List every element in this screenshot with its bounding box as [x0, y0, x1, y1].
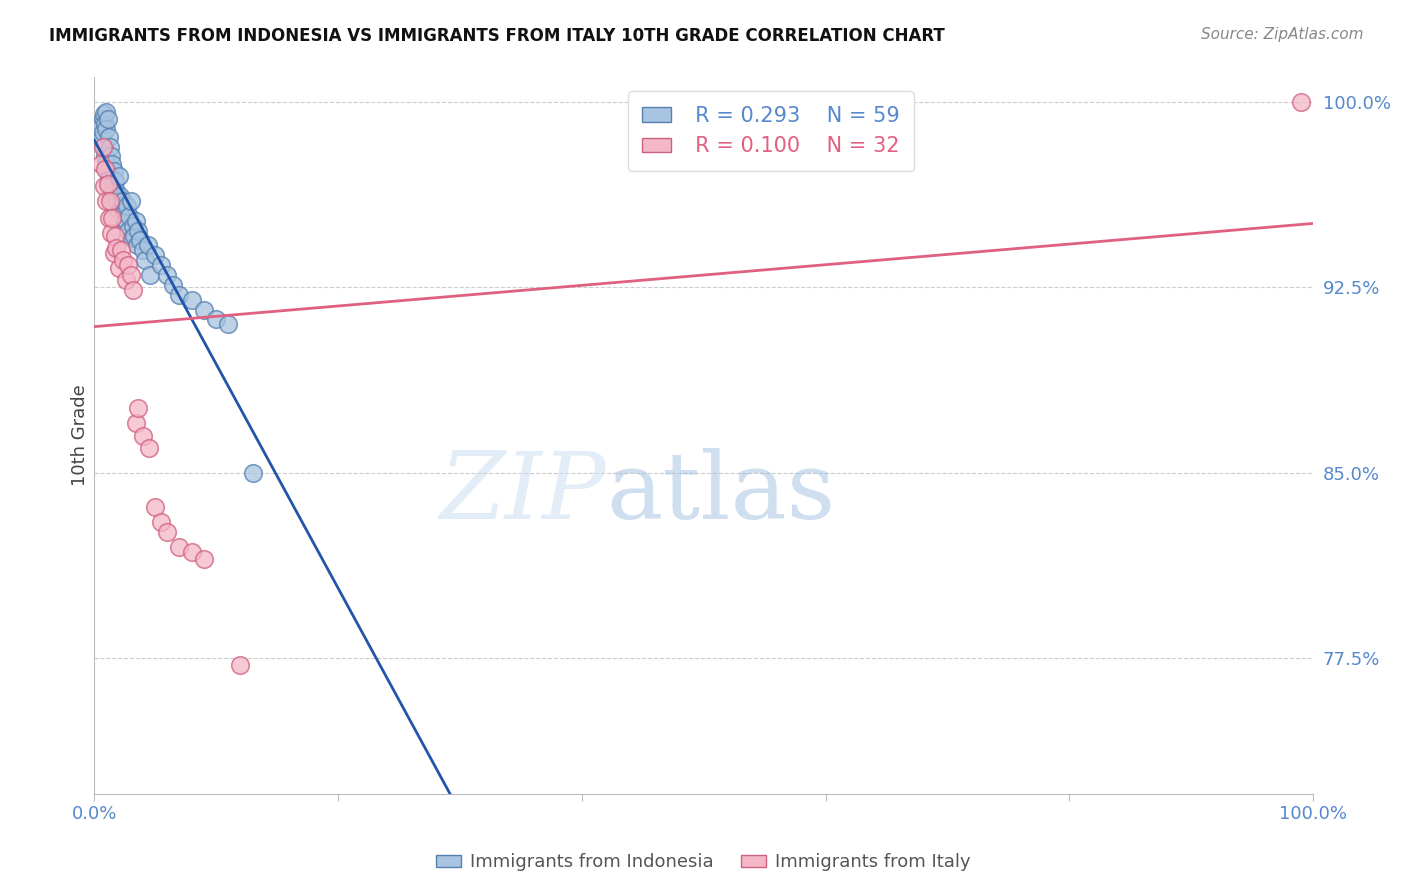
Point	[120, 268, 142, 282]
Point	[101, 211, 124, 226]
Point	[107, 203, 129, 218]
Point	[125, 238, 148, 252]
Point	[114, 273, 136, 287]
Point	[127, 401, 149, 416]
Point	[115, 199, 138, 213]
Legend:   R = 0.293    N = 59,   R = 0.100    N = 32: R = 0.293 N = 59, R = 0.100 N = 32	[627, 92, 914, 171]
Point	[97, 171, 120, 186]
Point	[96, 157, 118, 171]
Point	[90, 132, 112, 146]
Point	[134, 253, 156, 268]
Point	[124, 228, 146, 243]
Point	[193, 552, 215, 566]
Point	[98, 194, 121, 208]
Point	[100, 149, 122, 163]
Point	[132, 428, 155, 442]
Point	[129, 234, 152, 248]
Text: IMMIGRANTS FROM INDONESIA VS IMMIGRANTS FROM ITALY 10TH GRADE CORRELATION CHART: IMMIGRANTS FROM INDONESIA VS IMMIGRANTS …	[49, 27, 945, 45]
Point	[180, 544, 202, 558]
Point	[162, 277, 184, 292]
Point	[143, 500, 166, 515]
Point	[91, 125, 114, 139]
Point	[205, 312, 228, 326]
Point	[103, 199, 125, 213]
Point	[114, 203, 136, 218]
Point	[132, 244, 155, 258]
Point	[114, 213, 136, 227]
Point	[111, 211, 134, 226]
Point	[143, 248, 166, 262]
Point	[103, 245, 125, 260]
Point	[105, 184, 128, 198]
Point	[122, 283, 145, 297]
Point	[94, 149, 117, 163]
Point	[229, 658, 252, 673]
Point	[96, 164, 118, 178]
Point	[117, 258, 139, 272]
Point	[169, 287, 191, 301]
Point	[150, 515, 173, 529]
Point	[127, 223, 149, 237]
Point	[105, 241, 128, 255]
Point	[136, 238, 159, 252]
Point	[96, 177, 118, 191]
Legend: Immigrants from Indonesia, Immigrants from Italy: Immigrants from Indonesia, Immigrants fr…	[429, 847, 977, 879]
Point	[112, 253, 135, 268]
Point	[217, 318, 239, 332]
Point	[112, 194, 135, 208]
Point	[110, 244, 132, 258]
Point	[156, 524, 179, 539]
Point	[180, 293, 202, 307]
Point	[94, 117, 117, 131]
Point	[104, 174, 127, 188]
Point	[169, 540, 191, 554]
Point	[93, 107, 115, 121]
Point	[120, 194, 142, 208]
Point	[124, 213, 146, 227]
Point	[101, 157, 124, 171]
Point	[104, 228, 127, 243]
Point	[108, 189, 131, 203]
Point	[91, 139, 114, 153]
Point	[107, 169, 129, 184]
Point	[1289, 95, 1312, 110]
Point	[107, 260, 129, 275]
Text: ZIP: ZIP	[440, 448, 606, 538]
Point	[97, 129, 120, 144]
Point	[110, 199, 132, 213]
Point	[124, 416, 146, 430]
Point	[96, 122, 118, 136]
Point	[96, 194, 118, 208]
Point	[96, 105, 118, 120]
Text: atlas: atlas	[606, 448, 835, 538]
Point	[94, 161, 117, 176]
Point	[242, 466, 264, 480]
Point	[101, 191, 124, 205]
Point	[98, 139, 121, 153]
Point	[193, 302, 215, 317]
Point	[118, 209, 141, 223]
Point	[93, 139, 115, 153]
Point	[150, 258, 173, 272]
Point	[100, 226, 122, 240]
Point	[89, 120, 111, 134]
Point	[103, 164, 125, 178]
Point	[121, 231, 143, 245]
Point	[97, 211, 120, 226]
Text: Source: ZipAtlas.com: Source: ZipAtlas.com	[1201, 27, 1364, 42]
Point	[98, 179, 121, 194]
Point	[91, 112, 114, 127]
Point	[93, 179, 115, 194]
Point	[105, 194, 128, 208]
Point	[117, 223, 139, 237]
Point	[156, 268, 179, 282]
Point	[96, 112, 118, 127]
Y-axis label: 10th Grade: 10th Grade	[72, 384, 89, 486]
Point	[90, 157, 112, 171]
Point	[122, 219, 145, 233]
Point	[138, 441, 160, 455]
Point	[139, 268, 162, 282]
Point	[100, 186, 122, 201]
